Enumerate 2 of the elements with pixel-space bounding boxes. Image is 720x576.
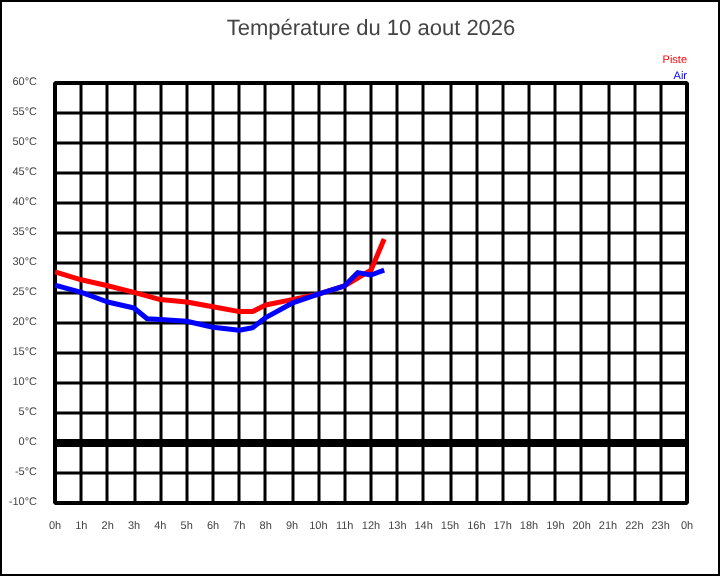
line-series <box>55 267 387 333</box>
chart-title: Température du 10 aout 2026 <box>226 17 516 41</box>
